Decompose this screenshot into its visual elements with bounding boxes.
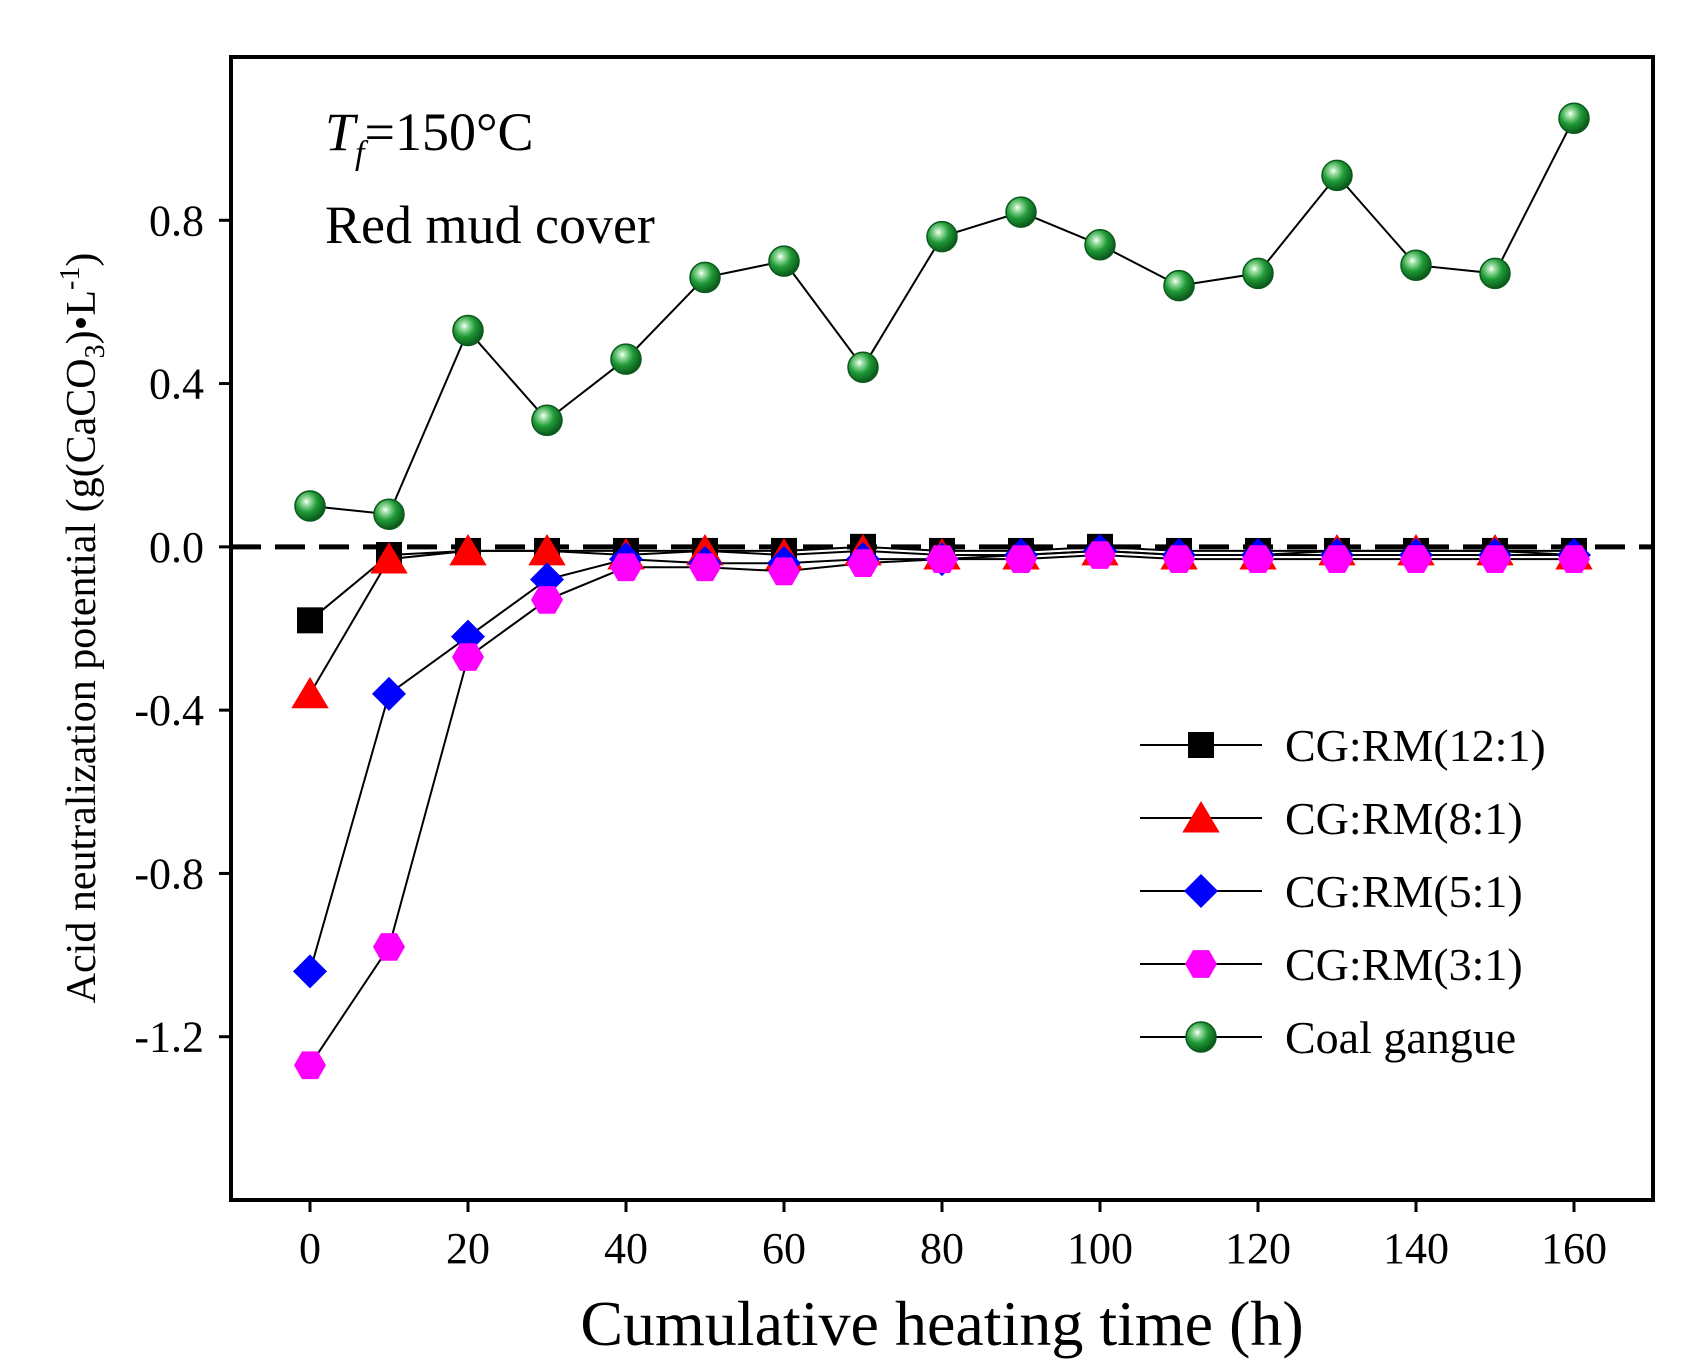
y-tick-label-2: 0.0	[149, 523, 204, 572]
y-axis-title-sup: -1	[55, 267, 86, 290]
data-point-s2-1	[372, 676, 406, 711]
y-axis-title-sub: 3	[80, 344, 111, 358]
data-point-s3-0	[294, 1051, 326, 1080]
legend-marker-4	[1185, 1021, 1217, 1053]
data-point-s3-16	[1558, 545, 1590, 573]
data-point-s3-13	[1321, 545, 1353, 573]
y-tick-label-1: 0.4	[149, 360, 204, 409]
plot-area	[231, 102, 1653, 1080]
data-point-s3-6	[768, 557, 800, 586]
x-tick-label-6: 120	[1225, 1224, 1291, 1273]
legend-label-1: CG:RM(8:1)	[1285, 793, 1523, 844]
data-point-s4-13	[1321, 159, 1353, 192]
x-tick-label-1: 20	[446, 1224, 490, 1273]
data-point-s4-16	[1558, 102, 1590, 134]
y-tick-label-0: 0.8	[149, 196, 204, 245]
data-point-s3-10	[1084, 541, 1116, 569]
data-point-s1-1	[370, 542, 408, 574]
data-point-s3-7	[847, 549, 879, 577]
data-point-s3-1	[373, 933, 405, 961]
temperature-annotation: Tf=150°C	[325, 102, 534, 172]
x-tick-label-0: 0	[299, 1224, 321, 1273]
data-point-s3-11	[1163, 545, 1195, 573]
y-tick-label-4: -0.8	[134, 849, 204, 898]
data-point-s4-6	[768, 245, 800, 277]
x-tick-label-5: 100	[1067, 1224, 1133, 1273]
x-tick-label-8: 160	[1541, 1224, 1607, 1273]
series-line-4	[309, 117, 1575, 516]
y-tick-label-3: -0.4	[134, 686, 204, 735]
x-axis-title: Cumulative heating time (h)	[580, 1288, 1303, 1359]
data-point-s4-15	[1479, 257, 1511, 290]
data-point-s0-0	[297, 607, 323, 634]
data-point-s3-2	[452, 643, 484, 671]
axes: 0 20 40 60 80 100 120 140 160 0.8 0.4 0.0 -0.4 -0.8 -1…	[134, 196, 1607, 1273]
x-tick-label-7: 140	[1383, 1224, 1449, 1273]
data-point-s4-11	[1163, 269, 1195, 302]
legend-marker-3	[1185, 950, 1217, 978]
y-tick-label-5: -1.2	[134, 1013, 204, 1062]
data-point-s4-0	[294, 490, 326, 522]
data-point-s1-3	[528, 533, 566, 566]
data-point-s1-0	[291, 676, 329, 709]
x-tick-label-2: 40	[604, 1224, 648, 1273]
data-point-s1-2	[449, 533, 487, 566]
x-tick-label-4: 80	[920, 1224, 964, 1273]
data-point-s3-3	[531, 586, 563, 614]
legend-label-2: CG:RM(5:1)	[1285, 866, 1523, 917]
y-axis-title-prefix: Acid neutralization potential (g(CaCO	[59, 358, 105, 1003]
data-point-s4-5	[689, 261, 721, 294]
data-point-s4-2	[452, 314, 484, 347]
data-point-s3-14	[1400, 545, 1432, 573]
legend-marker-2	[1184, 874, 1218, 908]
data-point-s4-4	[610, 343, 642, 375]
legend-label-0: CG:RM(12:1)	[1285, 720, 1546, 771]
legend-marker-0	[1188, 732, 1214, 758]
data-point-s4-9	[1005, 196, 1037, 228]
data-point-s2-0	[293, 954, 327, 989]
data-point-s3-4	[610, 553, 642, 582]
legend-marker-1	[1182, 801, 1220, 833]
data-point-s4-7	[847, 351, 879, 383]
temp-value: =150°C	[365, 102, 534, 162]
data-point-s4-1	[373, 498, 405, 530]
legend: CG:RM(12:1) CG:RM(8:1) CG:RM(5:1) CG:RM(3:1…	[1140, 720, 1546, 1063]
data-point-s4-8	[926, 220, 958, 253]
temp-symbol: T	[325, 102, 359, 162]
x-tick-label-3: 60	[762, 1224, 806, 1273]
data-point-s3-9	[1005, 545, 1037, 573]
data-point-s3-5	[689, 553, 721, 582]
cover-annotation: Red mud cover	[325, 195, 655, 255]
data-point-s4-10	[1084, 229, 1116, 261]
data-point-s3-15	[1479, 545, 1511, 573]
legend-label-4: Coal gangue	[1285, 1012, 1516, 1063]
y-axis-title-suffix: )	[59, 253, 105, 267]
data-point-s3-8	[926, 545, 958, 573]
data-point-s4-14	[1400, 249, 1432, 281]
legend-label-3: CG:RM(3:1)	[1285, 939, 1523, 990]
data-point-s3-12	[1242, 545, 1274, 573]
data-point-s4-12	[1242, 257, 1274, 290]
y-axis-title: Acid neutralization potential (g(CaCO3)•…	[55, 253, 111, 1004]
data-point-s4-3	[531, 404, 563, 437]
y-axis-title-mid: )•L	[59, 290, 105, 344]
